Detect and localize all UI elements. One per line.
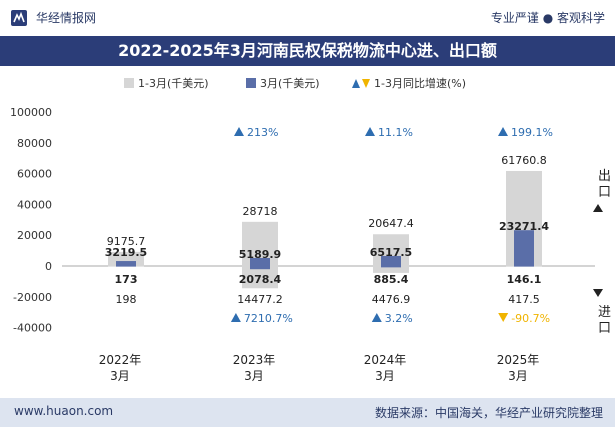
legend-swatch-ytd bbox=[124, 78, 134, 88]
import-side-label-char-1: 进 bbox=[598, 305, 611, 320]
bar-march-export bbox=[381, 255, 401, 266]
label-march-import: 2078.4 bbox=[239, 273, 282, 286]
y-tick-label: 20000 bbox=[17, 229, 52, 242]
chart-title: 2022-2025年3月河南民权保税物流中心进、出口额 bbox=[118, 41, 497, 60]
huajing-logo-icon bbox=[11, 10, 27, 26]
side-labels: 出 口 进 口 bbox=[593, 169, 611, 336]
bar-march-import bbox=[116, 266, 136, 267]
growth-import-label: 7210.7% bbox=[244, 312, 293, 325]
y-tick-label: 100000 bbox=[10, 106, 52, 119]
y-tick-label: 80000 bbox=[17, 137, 52, 150]
x-category-label-month: 3月 bbox=[508, 369, 528, 383]
export-side-arrow-icon bbox=[593, 204, 603, 212]
title-bar: 2022-2025年3月河南民权保税物流中心进、出口额 bbox=[0, 36, 615, 66]
bar-ytd-import bbox=[242, 266, 278, 289]
import-side-arrow-icon bbox=[593, 289, 603, 297]
legend-label-growth: 1-3月同比增速(%) bbox=[374, 76, 466, 90]
y-tick-label: -20000 bbox=[13, 291, 52, 304]
website-link[interactable]: www.huaon.com bbox=[14, 404, 114, 418]
bar-march-export bbox=[514, 230, 534, 266]
import-side-label-char-2: 口 bbox=[598, 321, 611, 336]
y-tick-label: 40000 bbox=[17, 198, 52, 211]
export-side-label-char-2: 口 bbox=[598, 185, 611, 200]
bar-march-export bbox=[116, 261, 136, 266]
legend-label-march: 3月(千美元) bbox=[260, 77, 320, 90]
x-category-label-month: 3月 bbox=[110, 369, 130, 383]
growth-import-arrow-icon bbox=[371, 313, 382, 322]
x-category-label-month: 3月 bbox=[375, 369, 395, 383]
export-side-label-char-1: 出 bbox=[598, 169, 611, 184]
label-ytd-import: 4476.9 bbox=[372, 293, 411, 306]
label-ytd-import: 417.5 bbox=[508, 293, 540, 306]
tagline: 专业严谨 ● 客观科学 bbox=[490, 11, 605, 25]
label-march-import: 885.4 bbox=[374, 273, 409, 286]
y-tick-label: -40000 bbox=[13, 322, 52, 335]
y-tick-label: 0 bbox=[45, 260, 52, 273]
chart-area: 1-3月(千美元) 3月(千美元) 1-3月同比增速(%) 100000 8000… bbox=[10, 76, 611, 383]
legend-swatch-march bbox=[246, 78, 256, 88]
growth-import-label: -90.7% bbox=[511, 312, 550, 325]
legend-label-ytd: 1-3月(千美元) bbox=[138, 77, 209, 90]
legend-down-triangle-icon bbox=[362, 79, 370, 88]
label-ytd-export: 20647.4 bbox=[368, 217, 414, 230]
bars bbox=[108, 170, 542, 289]
x-category-label-month: 3月 bbox=[244, 369, 264, 383]
x-category-label-year: 2024年 bbox=[364, 353, 407, 367]
label-march-export: 6517.5 bbox=[370, 246, 412, 259]
growth-export-arrow-icon bbox=[498, 127, 508, 136]
label-ytd-export: 28718 bbox=[243, 205, 278, 218]
bar-ytd-import bbox=[373, 266, 409, 273]
label-ytd-import: 14477.2 bbox=[237, 293, 283, 306]
label-march-import: 146.1 bbox=[507, 273, 542, 286]
x-category-label-year: 2025年 bbox=[497, 353, 540, 367]
label-ytd-export: 61760.8 bbox=[501, 154, 547, 167]
growth-export-label: 213% bbox=[247, 126, 278, 139]
growth-export-label: 199.1% bbox=[511, 126, 553, 139]
data-source: 数据来源：中国海关，华经产业研究院整理 bbox=[374, 406, 603, 420]
top-bar: 华经情报网 专业严谨 ● 客观科学 bbox=[0, 0, 615, 36]
label-ytd-export: 9175.7 bbox=[107, 235, 146, 248]
x-axis: 2022年 3月 2023年 3月 2024年 3月 2025年 3月 bbox=[99, 353, 540, 383]
legend: 1-3月(千美元) 3月(千美元) 1-3月同比增速(%) bbox=[124, 76, 466, 90]
growth-import-label: 3.2% bbox=[385, 312, 413, 325]
label-march-import: 173 bbox=[115, 273, 138, 286]
growth-export-arrow-icon bbox=[365, 127, 375, 136]
growth-import-arrow-icon bbox=[230, 313, 241, 322]
y-axis: 100000 80000 60000 40000 20000 0 -20000 -40000 bbox=[10, 106, 52, 334]
growth-export-label: 11.1% bbox=[378, 126, 413, 139]
label-march-export: 3219.5 bbox=[105, 246, 147, 259]
x-category-label-year: 2022年 bbox=[99, 353, 142, 367]
y-tick-label: 60000 bbox=[17, 168, 52, 181]
label-march-export: 5189.9 bbox=[239, 248, 281, 261]
growth-import-arrow-icon bbox=[498, 313, 509, 322]
bar-march-import bbox=[514, 266, 534, 267]
bar-march-import bbox=[250, 266, 270, 270]
footer-bar: www.huaon.com 数据来源：中国海关，华经产业研究院整理 bbox=[0, 398, 615, 427]
bar-march-import bbox=[381, 266, 401, 268]
brand-name: 华经情报网 bbox=[36, 11, 97, 25]
legend-up-triangle-icon bbox=[352, 79, 360, 88]
bar-march-export bbox=[250, 258, 270, 266]
x-category-label-year: 2023年 bbox=[233, 353, 276, 367]
growth-export-arrow-icon bbox=[234, 127, 244, 136]
label-ytd-import: 198 bbox=[116, 293, 137, 306]
label-march-export: 23271.4 bbox=[499, 220, 549, 233]
